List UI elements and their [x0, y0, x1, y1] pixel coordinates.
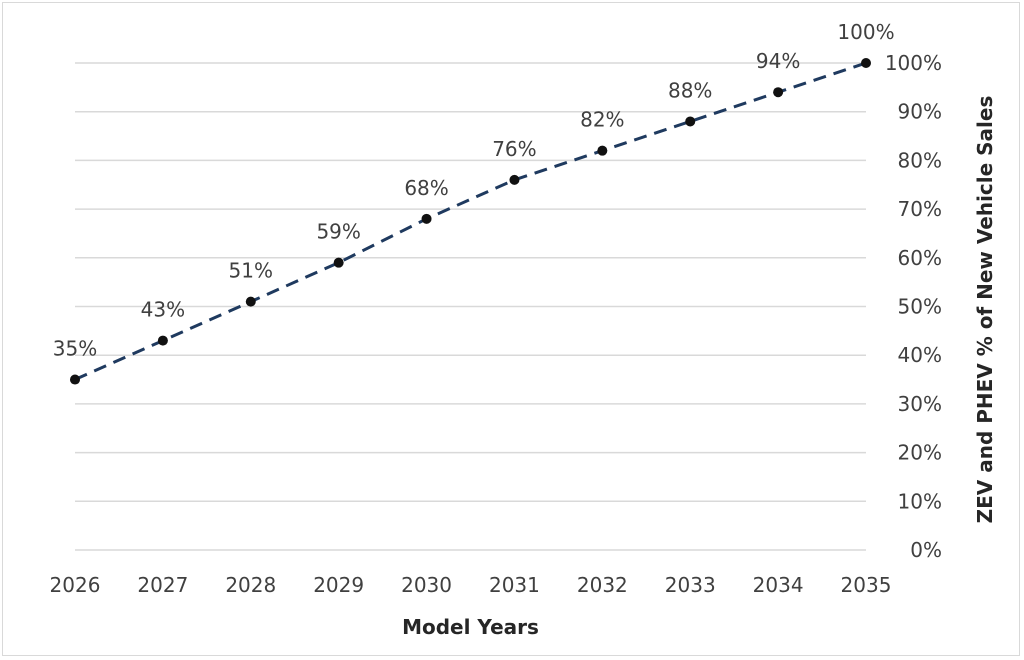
data-point: [157, 335, 168, 346]
data-point: [245, 296, 256, 307]
series-line: [74, 61, 867, 381]
x-axis-title: Model Years: [402, 615, 539, 639]
x-tick-label: 2033: [665, 573, 716, 597]
x-tick-label: 2030: [401, 573, 452, 597]
y-axis-title: ZEV and PHEV % of New Vehicle Sales: [973, 96, 997, 524]
data-point: [685, 116, 696, 127]
x-tick-label: 2028: [225, 573, 276, 597]
x-axis-ticks: 2026 2027 2028 2029 2030 2031 2032 2033 2034 2035: [50, 573, 892, 597]
data-label: 59%: [316, 220, 360, 244]
data-label: 88%: [668, 78, 712, 102]
y-tick-label: 30%: [898, 392, 942, 416]
data-label: 94%: [756, 49, 800, 73]
y-tick-label: 90%: [898, 100, 942, 124]
data-label: 82%: [580, 108, 624, 132]
gridlines: [75, 62, 866, 551]
data-point: [773, 87, 784, 98]
data-label: 43%: [141, 298, 185, 322]
y-tick-label: 20%: [898, 441, 942, 465]
data-label: 68%: [404, 176, 448, 200]
x-tick-label: 2026: [50, 573, 101, 597]
data-point: [70, 374, 80, 385]
data-point: [861, 58, 871, 68]
data-point: [597, 145, 608, 156]
y-tick-label: 60%: [898, 246, 942, 270]
x-tick-label: 2027: [137, 573, 188, 597]
y-tick-label: 100%: [885, 51, 942, 75]
data-labels: 35% 43% 51% 59% 68% 76% 82% 88% 94% 100%: [53, 20, 895, 361]
x-tick-label: 2035: [841, 573, 892, 597]
data-point: [421, 213, 432, 224]
y-tick-label: 70%: [898, 197, 942, 221]
y-axis-ticks: 0% 10% 20% 30% 40% 50% 60% 70% 80% 90% 100%: [885, 51, 942, 562]
data-label: 76%: [492, 137, 536, 161]
x-tick-label: 2032: [577, 573, 628, 597]
x-tick-label: 2034: [753, 573, 804, 597]
data-label: 100%: [837, 20, 894, 44]
x-tick-label: 2029: [313, 573, 364, 597]
x-tick-label: 2031: [489, 573, 540, 597]
y-tick-label: 40%: [898, 343, 942, 367]
y-tick-label: 80%: [898, 148, 942, 172]
data-label: 51%: [229, 259, 273, 283]
data-label: 35%: [53, 337, 97, 361]
data-point: [509, 174, 520, 185]
y-tick-label: 50%: [898, 295, 942, 319]
data-points: [70, 58, 871, 385]
data-point: [333, 257, 344, 268]
y-tick-label: 10%: [898, 489, 942, 513]
y-tick-label: 0%: [910, 538, 942, 562]
